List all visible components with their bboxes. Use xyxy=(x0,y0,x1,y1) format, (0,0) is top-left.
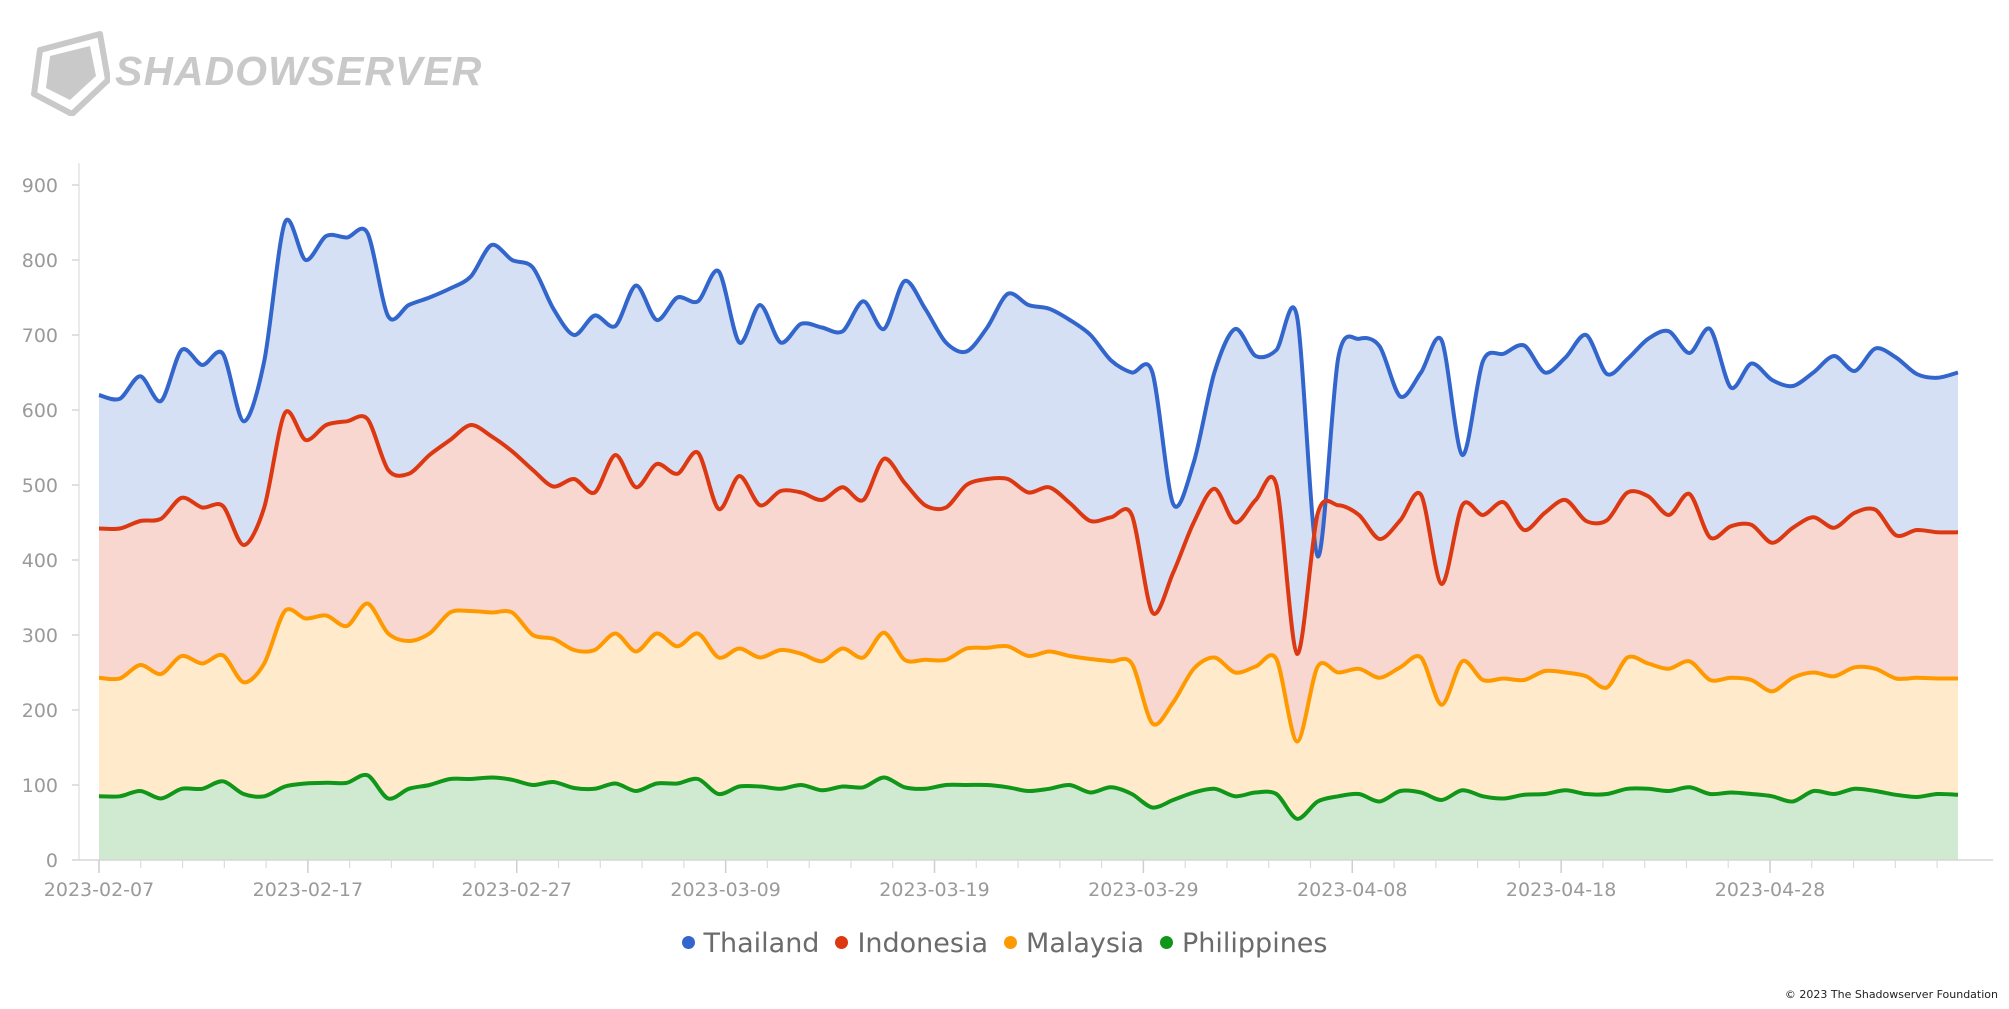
legend-dot-icon xyxy=(1160,936,1174,949)
copyright-notice: © 2023 The Shadowserver Foundation xyxy=(1784,988,1998,1001)
area-indonesia xyxy=(99,411,1958,742)
legend-dot-icon xyxy=(1004,936,1018,949)
shadowserver-logo: SHADOWSERVER xyxy=(30,30,481,116)
y-tick-label: 400 xyxy=(22,550,58,572)
x-tick-label: 2023-02-17 xyxy=(253,879,363,900)
y-tick-label: 0 xyxy=(46,850,58,872)
y-tick-label: 800 xyxy=(22,250,58,272)
y-tick-label: 300 xyxy=(22,625,58,647)
y-tick-label: 500 xyxy=(22,475,58,497)
legend-label: Philippines xyxy=(1182,928,1328,959)
x-tick-label: 2023-03-29 xyxy=(1088,879,1198,900)
chart-axes: 0 100 200 300 400 500 600 700 800 900 2023-02-07 20… xyxy=(22,163,1993,900)
x-tick-label: 2023-04-18 xyxy=(1506,879,1616,900)
legend-label: Indonesia xyxy=(857,928,989,959)
x-tick-label: 2023-02-07 xyxy=(44,879,154,900)
y-tick-label: 600 xyxy=(22,400,58,422)
series-line-philippines[interactable] xyxy=(98,772,1959,821)
y-tick-label: 100 xyxy=(22,775,58,797)
x-tick-label: 2023-03-19 xyxy=(879,879,989,900)
series-areas xyxy=(99,219,1958,860)
legend-label: Thailand xyxy=(703,928,820,959)
series-line-thailand[interactable] xyxy=(98,217,1959,559)
series-line-malaysia[interactable] xyxy=(98,601,1959,744)
x-tick-label: 2023-04-28 xyxy=(1715,879,1825,900)
series-line-indonesia[interactable] xyxy=(98,409,1959,656)
legend-item-indonesia[interactable]: Indonesia xyxy=(835,928,988,959)
x-tick-label: 2023-03-09 xyxy=(670,879,780,900)
legend-item-philippines[interactable]: Philippines xyxy=(1160,928,1327,959)
series-lines xyxy=(98,217,1959,821)
legend-label: Malaysia xyxy=(1026,928,1145,959)
stacked-area-chart: 0 100 200 300 400 500 600 700 800 900 2023-02-07 20… xyxy=(22,163,1993,900)
y-tick-label: 900 xyxy=(22,175,58,197)
area-malaysia xyxy=(99,603,1958,819)
legend-item-thailand[interactable]: Thailand xyxy=(681,928,820,959)
area-philippines xyxy=(99,774,1958,860)
x-tick-label: 2023-02-27 xyxy=(462,879,572,900)
y-tick-label: 700 xyxy=(22,325,58,347)
x-tick-label: 2023-04-08 xyxy=(1297,879,1407,900)
brand-name: SHADOWSERVER xyxy=(115,48,483,94)
legend-dot-icon xyxy=(681,936,695,949)
legend-dot-icon xyxy=(835,936,849,949)
shadowserver-shield-icon xyxy=(31,31,110,116)
legend-item-malaysia[interactable]: Malaysia xyxy=(1004,928,1144,959)
chart-legend: Thailand Indonesia Malaysia Philippines xyxy=(0,928,2009,959)
y-tick-label: 200 xyxy=(22,700,58,722)
